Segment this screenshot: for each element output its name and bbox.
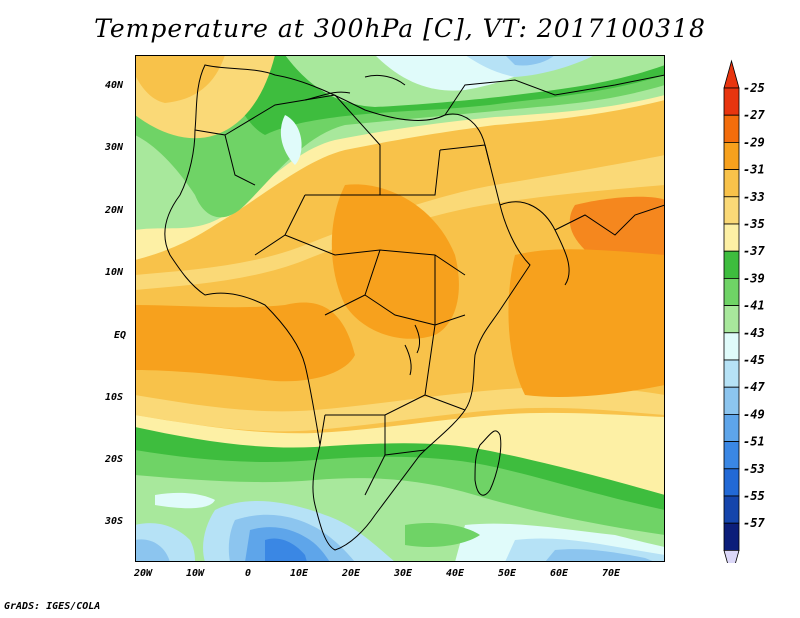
lon-label-10w: 10W bbox=[186, 568, 205, 579]
colorbar-label: -55 bbox=[743, 489, 765, 503]
coastlines bbox=[164, 64, 665, 551]
lat-label-10n: 10N bbox=[105, 267, 124, 278]
colorbar-label: -31 bbox=[743, 163, 765, 177]
colorbar-label: -33 bbox=[743, 190, 765, 204]
lon-label-70e: 70E bbox=[602, 568, 621, 579]
lat-label-eq: EQ bbox=[114, 330, 127, 341]
lon-label-50e: 50E bbox=[498, 568, 517, 579]
lon-label-60e: 60E bbox=[550, 568, 569, 579]
credit-text: GrADS: IGES/COLA bbox=[4, 601, 101, 612]
lat-label-30n: 30N bbox=[105, 142, 124, 153]
colorbar-swatch bbox=[723, 413, 740, 442]
colorbar-swatch bbox=[723, 196, 740, 225]
colorbar-swatch bbox=[723, 114, 740, 143]
colorbar-swatch bbox=[723, 468, 740, 497]
colorbar-label: -53 bbox=[743, 462, 765, 476]
colorbar-label: -35 bbox=[743, 217, 765, 231]
colorbar-label: -47 bbox=[743, 380, 765, 394]
colorbar-swatch bbox=[723, 332, 740, 361]
temperature-field bbox=[135, 55, 665, 562]
lon-label-20w: 20W bbox=[134, 568, 153, 579]
temperature-map: 40N 30N 20N 10N EQ 10S 20S 30S bbox=[135, 55, 665, 562]
lon-label-40e: 40E bbox=[446, 568, 465, 579]
colorbar-swatch bbox=[723, 495, 740, 524]
colorbar-labels: -25 -27 -29 -31 -33 -35 -37 -39 -41 -43 -45 -47 -49 -… bbox=[743, 81, 765, 530]
colorbar-swatches bbox=[723, 59, 740, 563]
colorbar-swatch bbox=[723, 305, 740, 334]
lon-label-0: 0 bbox=[245, 568, 252, 579]
colorbar-label: -37 bbox=[743, 244, 765, 258]
lat-label-10s: 10S bbox=[105, 392, 124, 403]
colorbar-under-triangle bbox=[723, 549, 740, 563]
colorbar-label: -51 bbox=[743, 435, 765, 449]
colorbar-swatch bbox=[723, 223, 740, 252]
colorbar-label: -25 bbox=[743, 81, 765, 95]
lon-label-30e: 30E bbox=[394, 568, 413, 579]
colorbar-label: -57 bbox=[743, 516, 765, 530]
colorbar-swatch bbox=[723, 277, 740, 306]
colorbar: -25 -27 -29 -31 -33 -35 -37 -39 -41 -43 -45 -47 -49 -… bbox=[723, 59, 765, 563]
lat-label-20n: 20N bbox=[105, 205, 124, 216]
lat-label-30s: 30S bbox=[105, 516, 124, 527]
colorbar-label: -27 bbox=[743, 108, 765, 122]
lon-label-20e: 20E bbox=[342, 568, 361, 579]
lat-label-20s: 20S bbox=[105, 454, 124, 465]
lat-label-40n: 40N bbox=[105, 80, 124, 91]
colorbar-over-triangle bbox=[723, 59, 740, 89]
colorbar-label: -45 bbox=[743, 353, 765, 367]
colorbar-swatch bbox=[723, 441, 740, 470]
colorbar-label: -43 bbox=[743, 326, 765, 340]
colorbar-swatch bbox=[723, 250, 740, 279]
colorbar-label: -49 bbox=[743, 407, 765, 421]
map-border bbox=[135, 55, 665, 562]
map-title: Temperature at 300hPa [C], VT: 201710031… bbox=[94, 14, 706, 43]
colorbar-swatch bbox=[723, 169, 740, 198]
colorbar-swatch bbox=[723, 386, 740, 415]
lon-label-10e: 10E bbox=[290, 568, 309, 579]
colorbar-swatch bbox=[723, 87, 740, 116]
colorbar-label: -41 bbox=[743, 299, 765, 313]
colorbar-swatch bbox=[723, 359, 740, 388]
colorbar-swatch bbox=[723, 522, 740, 551]
colorbar-label: -29 bbox=[743, 135, 765, 149]
colorbar-swatch bbox=[723, 142, 740, 171]
colorbar-label: -39 bbox=[743, 271, 765, 285]
